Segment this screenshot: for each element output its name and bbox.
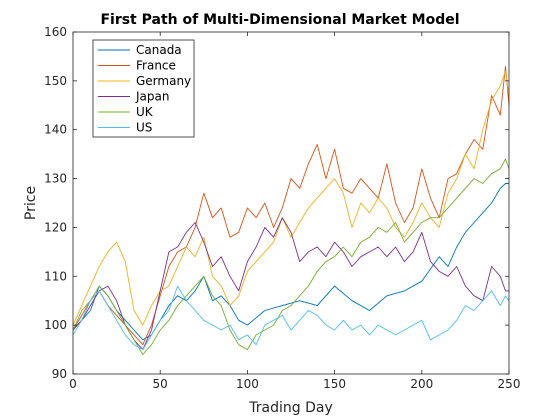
tick-labels: 0 50 100 150 200 250 90 100 110 120 130 140 150 160	[44, 25, 520, 391]
legend-label-japan: Japan	[135, 90, 169, 104]
x-tick-label: 250	[498, 377, 521, 391]
series-line-uk	[72, 158, 510, 355]
x-axis-label: Trading Day	[248, 400, 332, 416]
y-tick-label: 150	[44, 74, 67, 88]
y-tick-label: 90	[52, 367, 67, 381]
series-line-canada	[72, 183, 509, 341]
y-tick-label: 100	[44, 318, 67, 332]
y-tick-label: 120	[44, 220, 67, 234]
chart-title: First Path of Multi-Dimensional Market M…	[100, 12, 459, 28]
x-tick-label: 0	[69, 377, 77, 391]
axes-box	[72, 31, 510, 375]
legend-label-france: France	[136, 59, 176, 73]
x-tick-label: 200	[410, 377, 433, 391]
series-line-japan	[72, 217, 509, 351]
y-axis-label: Price	[23, 186, 39, 220]
x-tick-label: 150	[323, 377, 346, 391]
legend-label-us: US	[136, 121, 152, 135]
legend-box	[92, 39, 195, 138]
axes	[72, 31, 510, 375]
series-line-germany	[72, 70, 510, 326]
legend-label-uk: UK	[136, 105, 154, 119]
series-line-france	[72, 65, 510, 346]
legend-label-canada: Canada	[136, 43, 182, 57]
y-tick-label: 140	[44, 123, 67, 137]
legend-label-germany: Germany	[136, 74, 191, 88]
y-tick-label: 130	[44, 172, 67, 186]
x-tick-label: 100	[236, 377, 259, 391]
series-layer	[72, 65, 510, 355]
y-tick-label: 160	[44, 25, 67, 39]
x-tick-label: 50	[153, 377, 168, 391]
series-line-us	[72, 285, 510, 351]
y-tick-label: 110	[44, 269, 67, 283]
